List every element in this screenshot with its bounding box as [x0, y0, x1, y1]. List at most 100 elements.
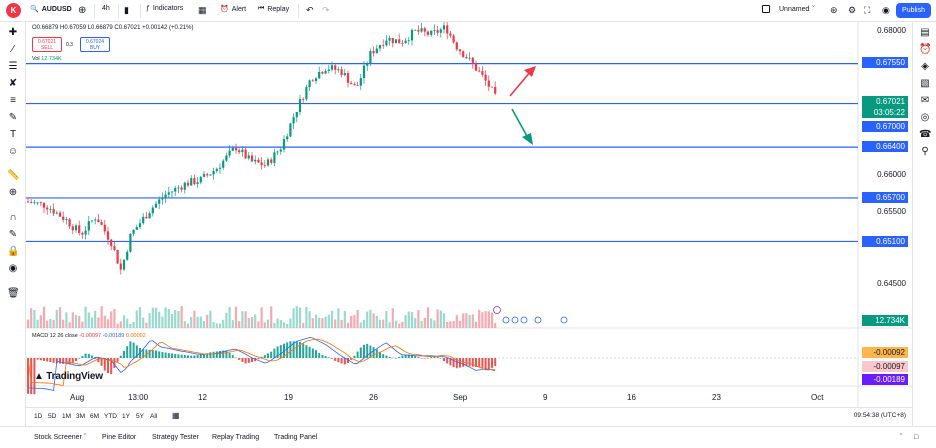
macd-histogram-bar: [238, 358, 241, 360]
brush-icon[interactable]: ✎: [8, 112, 18, 123]
user-avatar[interactable]: K: [6, 3, 21, 18]
range-all[interactable]: All: [150, 413, 158, 420]
tab-pine-editor[interactable]: Pine Editor: [102, 434, 137, 441]
redo-icon[interactable]: ↷: [322, 5, 330, 15]
range-ytd[interactable]: YTD: [104, 413, 117, 420]
zoom-in-icon[interactable]: ⊕: [8, 187, 18, 198]
macd-histogram-bar: [465, 358, 468, 367]
settings-icon[interactable]: ⚙: [848, 5, 857, 15]
watchlist-icon[interactable]: ▤: [920, 27, 930, 38]
level-tag: 0.65700: [862, 192, 908, 203]
volume-bar: [71, 312, 74, 328]
volume-bar: [321, 318, 324, 328]
snapshot-icon[interactable]: ◉: [882, 5, 890, 15]
crosshair-icon[interactable]: ✚: [8, 27, 18, 38]
interval-button[interactable]: 4h: [102, 5, 110, 12]
macd-histogram-bar: [27, 358, 29, 394]
volume-bar: [164, 307, 167, 328]
sell-button[interactable]: 0.67021 SELL: [32, 37, 62, 52]
compare-button[interactable]: ⊕: [78, 5, 87, 16]
lock-icon[interactable]: 🔒: [7, 246, 20, 257]
range-6m[interactable]: 6M: [90, 413, 100, 420]
trend-line-icon[interactable]: ∕: [12, 44, 14, 55]
candle-body: [324, 70, 327, 74]
horizontal-lines-icon[interactable]: ☰: [8, 61, 18, 72]
volume-bar: [74, 315, 78, 328]
candle-body: [228, 150, 231, 156]
ruler-icon[interactable]: 📏: [7, 170, 20, 181]
candle-body: [36, 202, 39, 204]
alerts-icon[interactable]: ⏰: [919, 44, 932, 55]
volume-bar: [289, 318, 292, 328]
tab-strategy-tester[interactable]: Strategy Tester: [152, 434, 199, 441]
candle-body: [353, 84, 356, 86]
ideas-icon[interactable]: ◎: [920, 112, 930, 123]
layout-name-button[interactable]: Unnamed ˇ: [762, 5, 815, 13]
goto-date-icon[interactable]: ▦: [172, 411, 180, 420]
calendar-icon[interactable]: ▧: [920, 78, 930, 89]
collapse-panel-icon[interactable]: ˇ: [900, 434, 903, 441]
range-1y[interactable]: 1Y: [122, 413, 130, 420]
candle-body: [151, 207, 154, 214]
lock-drawing-icon[interactable]: ✎: [8, 229, 18, 240]
volume-bar: [145, 322, 148, 328]
price-tick: 0.65500: [877, 207, 906, 216]
volume-bar: [30, 308, 33, 328]
macd-histogram-bar: [302, 343, 305, 358]
fullscreen-icon[interactable]: ⛶: [864, 5, 871, 15]
volume-bar: [78, 316, 81, 328]
quick-search-icon[interactable]: ⊛: [830, 5, 838, 15]
alert-button[interactable]: ⏰ Alert: [220, 5, 247, 14]
candle-body: [42, 202, 46, 208]
replay-button[interactable]: ⏮ Replay: [258, 5, 290, 13]
volume-bar: [100, 306, 103, 328]
volume-bar: [148, 313, 151, 328]
visibility-icon[interactable]: ◉: [8, 263, 18, 274]
text-tool-icon[interactable]: T: [9, 129, 17, 140]
macd-histogram-bar: [155, 350, 157, 358]
layouts-icon[interactable]: ▦: [198, 5, 207, 15]
layers-icon[interactable]: ◈: [921, 61, 929, 72]
macd-histogram-bar: [135, 345, 138, 358]
emoji-icon[interactable]: ☺: [7, 146, 19, 157]
price-tick: 0.64500: [877, 279, 906, 288]
publish-button[interactable]: Publish: [896, 3, 931, 18]
volume-bar: [455, 315, 458, 328]
volume-bar: [161, 316, 164, 328]
macd-histogram-bar: [417, 357, 420, 358]
price-chart[interactable]: [26, 22, 912, 407]
candle-body: [183, 182, 186, 190]
trash-icon[interactable]: 🗑: [7, 288, 20, 299]
range-1m[interactable]: 1M: [62, 413, 72, 420]
macd-histogram-bar: [379, 352, 381, 358]
buy-button[interactable]: 0.67024 BUY: [80, 37, 110, 52]
range-5y[interactable]: 5Y: [136, 413, 144, 420]
symbol-search[interactable]: 🔍 AUDUSD: [30, 5, 72, 14]
chart-type-icon[interactable]: ▮: [124, 5, 129, 15]
tab-trading-panel[interactable]: Trading Panel: [274, 434, 318, 441]
fib-retracement-icon[interactable]: ≡: [10, 95, 16, 106]
candle-body: [433, 30, 436, 31]
candle-body: [177, 187, 180, 189]
range-1d[interactable]: 1D: [34, 413, 43, 420]
replay-icon: ⏮: [258, 5, 265, 12]
maximize-panel-icon[interactable]: □: [914, 434, 919, 441]
tab-replay-trading[interactable]: Replay Trading: [212, 434, 260, 441]
range-5d[interactable]: 5D: [48, 413, 57, 420]
magnet-icon[interactable]: ∩: [9, 212, 17, 223]
arrow-up-head: [524, 66, 536, 77]
candle-body: [103, 224, 106, 232]
indicators-button[interactable]: ƒ Indicators: [146, 5, 184, 12]
chat-icon[interactable]: ✉: [920, 95, 930, 106]
tab-stock-screener[interactable]: Stock Screener ˇ: [34, 434, 87, 441]
notifications-icon[interactable]: ☎: [919, 129, 932, 140]
volume-bar: [94, 310, 97, 328]
pitchfork-icon[interactable]: ✘: [8, 78, 18, 89]
candle-body: [180, 187, 183, 190]
help-icon[interactable]: ⚲: [921, 146, 929, 157]
undo-icon[interactable]: ↶: [306, 5, 314, 15]
clock[interactable]: 09:54:38 (UTC+8): [853, 412, 906, 419]
volume-bar: [68, 322, 71, 328]
volume-bar: [458, 320, 462, 328]
range-3m[interactable]: 3M: [76, 413, 86, 420]
